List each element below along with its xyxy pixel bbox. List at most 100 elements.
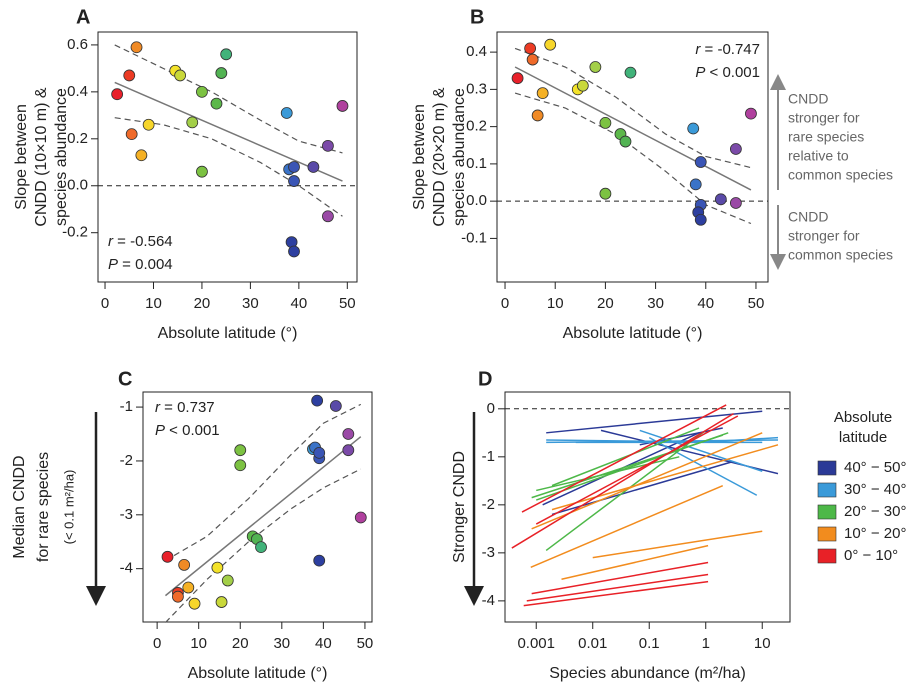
scatter-point bbox=[322, 210, 334, 223]
scatter-point bbox=[288, 245, 300, 258]
confidence-band bbox=[114, 117, 343, 217]
scatter-point bbox=[288, 161, 300, 173]
y-tick-label: 0.0 bbox=[466, 192, 487, 209]
legend-swatch bbox=[817, 482, 837, 498]
scatter-point bbox=[536, 87, 549, 100]
side-note: common species bbox=[788, 167, 893, 183]
confidence-band bbox=[514, 92, 752, 225]
scatter-point bbox=[342, 444, 355, 457]
y-tick-label: 0.6 bbox=[67, 36, 88, 53]
regression-line bbox=[592, 530, 763, 559]
legend-swatch bbox=[817, 460, 837, 476]
side-note: relative to bbox=[788, 148, 849, 164]
scatter-point bbox=[729, 143, 742, 155]
scatter-point bbox=[524, 42, 537, 55]
legend-label: 20° − 30° bbox=[844, 503, 906, 520]
y-axis-label: CNDD (10×10 m) & bbox=[33, 87, 50, 226]
scatter-point bbox=[221, 574, 234, 587]
plot-frame bbox=[97, 31, 358, 283]
x-tick-label: 40 bbox=[315, 635, 332, 652]
scatter-point bbox=[544, 38, 557, 51]
scatter-point bbox=[694, 213, 707, 226]
y-axis-label: Stronger CNDD bbox=[451, 451, 468, 563]
regression-line bbox=[521, 404, 727, 513]
scatter-point bbox=[311, 394, 324, 407]
scatter-point bbox=[215, 67, 228, 79]
x-tick-label: 30 bbox=[647, 295, 664, 312]
y-tick-label: 0.4 bbox=[67, 83, 88, 100]
scatter-point bbox=[714, 193, 727, 206]
x-tick-label: 40 bbox=[697, 295, 714, 312]
side-note: rare species bbox=[788, 129, 864, 145]
scatter-point bbox=[511, 72, 524, 85]
regression-line bbox=[546, 410, 763, 434]
y-tick-label: 0.4 bbox=[466, 43, 487, 60]
x-tick-label: 10 bbox=[145, 295, 162, 312]
side-note: CNDD bbox=[788, 91, 828, 107]
x-tick-label: 20 bbox=[597, 295, 614, 312]
legend-label: 40° − 50° bbox=[844, 459, 906, 476]
y-tick-label: -3 bbox=[482, 544, 495, 561]
scatter-point bbox=[234, 444, 247, 457]
y-tick-label: -0.2 bbox=[62, 224, 88, 241]
stat-symbol: P bbox=[155, 422, 165, 439]
confidence-band bbox=[165, 468, 362, 623]
regression-line bbox=[526, 573, 709, 602]
scatter-point bbox=[172, 590, 184, 603]
legend-title: latitude bbox=[839, 429, 887, 446]
y-tick-label: 0 bbox=[487, 400, 495, 417]
legend-swatch bbox=[817, 548, 837, 564]
scatter-point bbox=[111, 88, 124, 101]
scatter-point bbox=[220, 48, 233, 61]
scatter-point bbox=[729, 197, 742, 209]
regression-line bbox=[511, 412, 734, 549]
scatter-point bbox=[322, 139, 334, 152]
x-tick-label: 0.001 bbox=[517, 635, 555, 652]
scatter-point bbox=[211, 561, 224, 574]
side-note: stronger for bbox=[788, 110, 860, 126]
scatter-point bbox=[689, 178, 702, 191]
scatter-point bbox=[354, 511, 367, 524]
y-tick-label: 0.0 bbox=[67, 177, 88, 194]
regression-line bbox=[535, 415, 739, 525]
y-tick-label: -2 bbox=[120, 452, 133, 469]
scatter-point bbox=[234, 459, 247, 472]
panel-label: C bbox=[118, 368, 132, 390]
plot-frame bbox=[504, 391, 791, 623]
panel-label: D bbox=[478, 368, 492, 390]
scatter-point bbox=[161, 550, 174, 563]
scatter-point bbox=[215, 596, 228, 608]
panel-label: B bbox=[470, 6, 484, 28]
stat-value: = 0.737 bbox=[160, 399, 215, 416]
scatter-point bbox=[624, 66, 637, 79]
x-tick-label: 0 bbox=[153, 635, 161, 652]
confidence-band bbox=[114, 44, 343, 154]
scatter-point bbox=[210, 97, 223, 110]
y-axis-label: (< 0.1 m²/ha) bbox=[61, 470, 76, 545]
scatter-point bbox=[336, 100, 349, 112]
y-axis-label: species abundance bbox=[451, 88, 468, 226]
y-axis-label: Median CNDD bbox=[11, 455, 28, 558]
legend-swatch bbox=[817, 504, 837, 520]
x-tick-label: 10 bbox=[547, 295, 564, 312]
stat-annotation: P = 0.004 bbox=[108, 256, 173, 273]
x-tick-label: 10 bbox=[754, 635, 771, 652]
scatter-point bbox=[255, 541, 267, 554]
x-tick-label: 20 bbox=[194, 295, 211, 312]
stat-annotation: r = -0.564 bbox=[108, 233, 173, 250]
stat-symbol: r bbox=[695, 41, 701, 58]
side-note: stronger for bbox=[788, 228, 860, 244]
y-axis-label: Slope between bbox=[13, 104, 30, 210]
fit-line bbox=[114, 81, 343, 182]
scatter-point bbox=[182, 581, 195, 594]
scatter-point bbox=[130, 41, 143, 54]
panel-label: A bbox=[76, 6, 90, 28]
y-tick-label: -2 bbox=[482, 496, 495, 513]
x-axis-label: Species abundance (m²/ha) bbox=[549, 665, 746, 682]
y-tick-label: -1 bbox=[120, 398, 133, 415]
stat-value: < 0.001 bbox=[705, 64, 760, 81]
scatter-point bbox=[687, 122, 700, 135]
fit-line bbox=[164, 436, 362, 597]
scatter-point bbox=[307, 161, 320, 173]
stat-annotation: P < 0.001 bbox=[155, 422, 220, 439]
